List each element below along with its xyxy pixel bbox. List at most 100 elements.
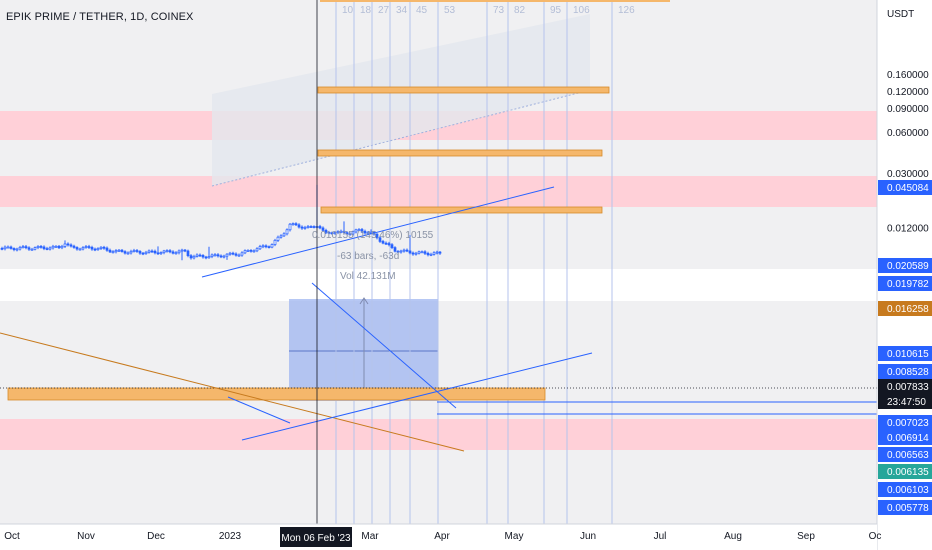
candle-down <box>249 249 253 252</box>
candle-down <box>0 248 4 250</box>
price-tag-label: 0.006563 <box>887 450 929 461</box>
candle-down <box>216 254 220 257</box>
candle-down <box>102 246 106 249</box>
orange-target-bar <box>317 149 603 157</box>
candle-up <box>144 251 148 254</box>
price-tag-bg <box>878 258 932 273</box>
price-tag-label: 0.019782 <box>887 279 929 290</box>
candle-down <box>393 247 397 252</box>
candle-down <box>360 229 364 232</box>
cursor-date-label: Mon 06 Feb '23 <box>281 533 351 544</box>
candle-down <box>93 248 97 251</box>
candle-up <box>15 248 19 251</box>
price-tag-bg <box>878 482 932 497</box>
candle-up <box>195 254 199 257</box>
time-axis-tick: Jul <box>654 531 667 542</box>
price-tag-bg <box>878 180 932 195</box>
candle-up <box>369 231 373 234</box>
time-axis-tick: May <box>505 531 524 542</box>
candle-up <box>282 233 286 237</box>
price-tag-bg <box>878 430 932 445</box>
candle-up <box>165 250 169 252</box>
measure-arrow-head <box>359 297 369 305</box>
price-tag-bg <box>878 379 932 409</box>
candle-up <box>240 252 244 256</box>
candle-down <box>39 246 43 248</box>
time-axis-tick: Mar <box>361 531 379 542</box>
fib-time-label: 45 <box>416 5 428 16</box>
candle-down <box>384 242 388 245</box>
candle-up <box>180 249 184 252</box>
candle-down <box>141 252 145 255</box>
candle-down <box>69 244 73 247</box>
candle-down <box>186 250 190 257</box>
fib-time-label: 95 <box>550 5 562 16</box>
candle-down <box>318 226 322 229</box>
candle-up <box>402 249 406 252</box>
candle-down <box>327 231 331 234</box>
price-axis-tick: 0.030000 <box>887 169 929 180</box>
candle-down <box>57 245 61 249</box>
price-tag-label: 0.008528 <box>887 367 929 378</box>
candle-up <box>225 253 229 257</box>
candle-down <box>171 251 175 254</box>
candle-down <box>387 243 391 246</box>
time-axis-tick: Jun <box>580 531 596 542</box>
candle-down <box>72 245 76 248</box>
candle-down <box>378 237 382 242</box>
candle-down <box>321 227 325 231</box>
fib-time-label: 126 <box>618 5 635 16</box>
candle-down <box>405 249 409 252</box>
price-axis-tick: 0.120000 <box>887 87 929 98</box>
candle-down <box>108 249 112 253</box>
candle-down <box>381 241 385 244</box>
price-tag-label: 0.020589 <box>887 261 929 272</box>
candle-up <box>111 251 115 254</box>
price-tag-bg <box>878 346 932 361</box>
candle-down <box>363 230 367 234</box>
price-tag-label: 0.006103 <box>887 485 929 496</box>
time-axis-background <box>0 524 877 550</box>
candle-up <box>192 256 196 259</box>
candle-up <box>420 251 424 254</box>
fib-time-label: 82 <box>514 5 526 16</box>
candle-up <box>336 231 340 233</box>
candle-down <box>45 248 49 250</box>
price-tag-label: 0.010615 <box>887 349 929 360</box>
candle-down <box>267 246 271 248</box>
candle-up <box>417 251 421 254</box>
candle-up <box>222 255 226 258</box>
price-tag-bg <box>878 301 932 316</box>
time-axis-tick: Oc <box>869 531 882 542</box>
candle-up <box>36 246 40 248</box>
candle-up <box>279 235 283 238</box>
candle-down <box>231 252 235 255</box>
price-tag-bg <box>878 415 932 430</box>
fib-time-label: 106 <box>573 5 590 16</box>
candle-down <box>150 250 154 253</box>
candle-up <box>333 232 337 234</box>
candle-down <box>294 223 298 226</box>
time-axis-tick: Oct <box>4 531 20 542</box>
candle-down <box>330 232 334 235</box>
candle-up <box>429 254 433 256</box>
time-axis-tick: 2023 <box>219 531 242 542</box>
candle-up <box>303 227 307 229</box>
fib-time-label: 53 <box>444 5 456 16</box>
candle-up <box>174 252 178 255</box>
time-axis-tick: Apr <box>434 531 450 542</box>
price-tag-label: 0.016258 <box>887 304 929 315</box>
candle-up <box>60 245 64 249</box>
candle-down <box>345 232 349 235</box>
price-axis-tick: 0.160000 <box>887 70 929 81</box>
time-axis-tick: Sep <box>797 531 815 542</box>
candle-up <box>237 254 241 257</box>
candle-down <box>324 230 328 233</box>
candle-down <box>300 226 304 229</box>
candle-up <box>255 248 259 252</box>
candle-up <box>84 246 88 248</box>
price-tag-countdown: 23:47:50 <box>887 397 926 408</box>
candle-up <box>351 231 355 235</box>
candle-down <box>411 252 415 255</box>
time-axis-tick: Aug <box>724 531 742 542</box>
